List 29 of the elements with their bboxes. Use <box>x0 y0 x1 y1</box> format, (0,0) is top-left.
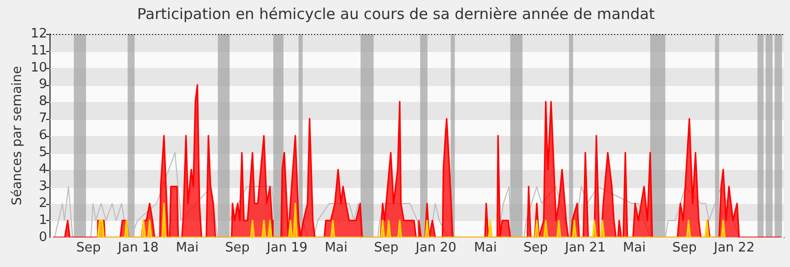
y-tick-label: 4 <box>38 162 48 177</box>
y-tick-label: 6 <box>38 128 48 144</box>
y-tick-label: 7 <box>38 111 48 126</box>
y-axis-title: Séances par semaine <box>10 66 26 206</box>
x-tick-label: Mai <box>324 240 348 256</box>
y-tick-label: 11 <box>30 43 48 58</box>
y-tick-label: 2 <box>38 196 48 211</box>
y-tick-label: 5 <box>38 145 48 160</box>
x-tick-label: Jan 20 <box>414 240 456 256</box>
x-tick-label: Jan 22 <box>712 240 755 256</box>
y-tick-label: 10 <box>30 60 48 76</box>
x-tick-label: Jan 21 <box>564 240 606 256</box>
y-tick-label: 9 <box>38 77 48 92</box>
x-tick-label: Jan 19 <box>266 240 308 256</box>
x-tick-label: Sep <box>76 240 101 256</box>
y-tick-label: 12 <box>30 26 48 42</box>
x-tick-label: Mai <box>622 240 646 256</box>
y-tick-label: 8 <box>38 94 48 110</box>
x-tick-label: Sep <box>374 240 399 256</box>
x-tick-label: Mai <box>176 240 199 256</box>
x-tick-label: Sep <box>225 240 250 256</box>
chart-title: Participation en hémicycle au cours de sa dernière année de mandat <box>137 4 655 23</box>
x-tick-label: Jan 18 <box>116 240 159 256</box>
y-tick-label: 3 <box>38 178 48 194</box>
x-tick-label: Mai <box>474 240 497 256</box>
y-tick-label: 1 <box>38 212 48 228</box>
x-tick-label: Sep <box>672 240 697 256</box>
x-tick-label: Sep <box>523 240 548 256</box>
y-tick-label: 0 <box>38 230 48 245</box>
